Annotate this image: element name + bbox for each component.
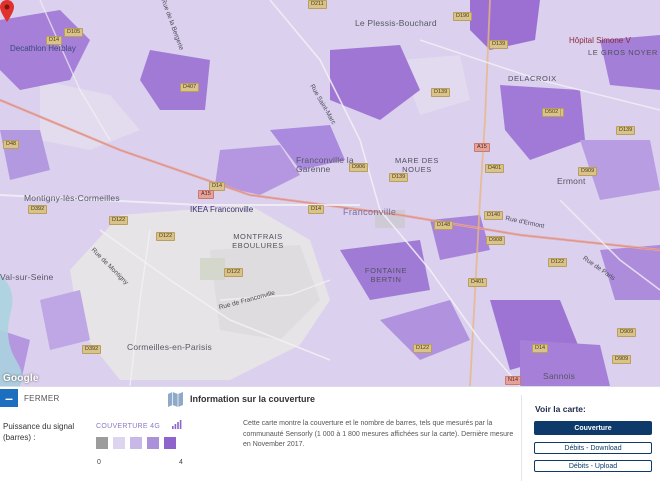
map-canvas[interactable] [0,0,660,386]
road-tag: D48 [3,140,20,149]
road-tag: D139 [389,173,409,182]
label-hopital: Hôpital Simone V [569,36,631,45]
road-tag: D401 [485,164,505,173]
road-tag: D122 [413,344,433,353]
scale-min: 0 [97,459,101,466]
label-montigny: Montigny-lès-Cormeilles [24,193,120,203]
view-map-title: Voir la carte: [535,404,586,414]
road-tag: D407 [180,83,200,92]
label-delacroix: DELACROIX [508,74,557,83]
label-decathlon-herblay: Decathlon Herblay [10,44,76,53]
signal-level-swatch-4 [164,437,176,449]
coverage-info-text: Cette carte montre la couverture et le n… [243,420,514,448]
signal-bars-icon [172,420,182,429]
road-tag: D140 [484,211,504,220]
label-franconville-la-garenne: Franconville la Garenne [296,155,354,174]
road-tag: D392 [82,345,102,354]
label-plessis-bouchard: Le Plessis-Bouchard [355,18,437,28]
road-tag-motorway: A15 [198,190,214,199]
label-montfrais-eboulures: MONTFRAIS EBOULURES [232,232,284,250]
signal-level-swatch-0 [96,437,108,449]
road-tag: D909 [612,355,632,364]
road-tag: D908 [486,236,506,245]
road-tag: D122 [548,258,568,267]
coverage-4g-label: COUVERTURE 4G [96,423,161,430]
minus-icon: – [0,389,18,407]
signal-level-swatch-3 [147,437,159,449]
road-tag: D122 [109,216,129,225]
road-tag: D14 [308,205,325,214]
signal-level-swatch-1 [113,437,125,449]
divider [521,395,522,481]
road-tag-national: N14 [505,376,522,385]
road-tag: D139 [616,126,636,135]
label-ikea: IKEA Franconville [190,205,254,214]
road-tag: D502 [542,108,562,117]
label-val-sur-seine: Val-sur-Seine [0,272,54,282]
road-tag: D909 [578,167,598,176]
road-tag: D148 [434,221,454,230]
label-fontaine-bertin: FONTAINE BERTIN [364,266,408,284]
road-tag: D909 [617,328,637,337]
road-tag: D139 [489,40,509,49]
road-tag: D392 [28,205,48,214]
road-tag: D906 [349,163,369,172]
close-label: FERMER [24,393,60,403]
signal-level-swatch-2 [130,437,142,449]
signal-strength-title: Puissance du signal (barres) : [3,422,75,442]
coverage-map[interactable]: Decathlon Herblay Le Plessis-Bouchard Hô… [0,0,660,386]
road-tag: D14 [209,182,226,191]
coverage-view-button[interactable]: Couverture [534,421,652,435]
google-logo: Google [3,373,39,384]
road-tag: D14 [46,36,63,45]
coverage-info-title: Information sur la couverture [190,394,316,404]
coverage-info-panel: – FERMER Puissance du signal (barres) : … [0,386,660,488]
label-cormeilles: Cormeilles-en-Parisis [127,342,212,352]
road-tag: D122 [156,232,176,241]
close-panel-button[interactable]: – FERMER [0,389,60,407]
label-ermont: Ermont [557,176,586,186]
scale-max: 4 [179,459,183,466]
road-tag-motorway: A15 [474,143,490,152]
road-tag: D401 [468,278,488,287]
upload-speed-button[interactable]: Débits - Upload [534,460,652,472]
location-pin-icon[interactable] [0,0,14,22]
road-tag: D211 [308,0,327,9]
road-tag: D14 [532,344,549,353]
road-tag: D122 [224,268,244,277]
road-tag: D190 [453,12,473,21]
map-icon [168,392,183,407]
signal-scale [96,437,176,449]
download-speed-button[interactable]: Débits - Download [534,442,652,454]
label-gros-noyer: LE GROS NOYER [588,48,658,57]
label-franconville: Franconville [343,207,397,217]
road-tag: D105 [64,28,84,37]
road-tag: D139 [431,88,451,97]
label-mare-des-noues: MARE DES NOUES [395,156,439,174]
label-sannois: Sannois [543,371,576,381]
